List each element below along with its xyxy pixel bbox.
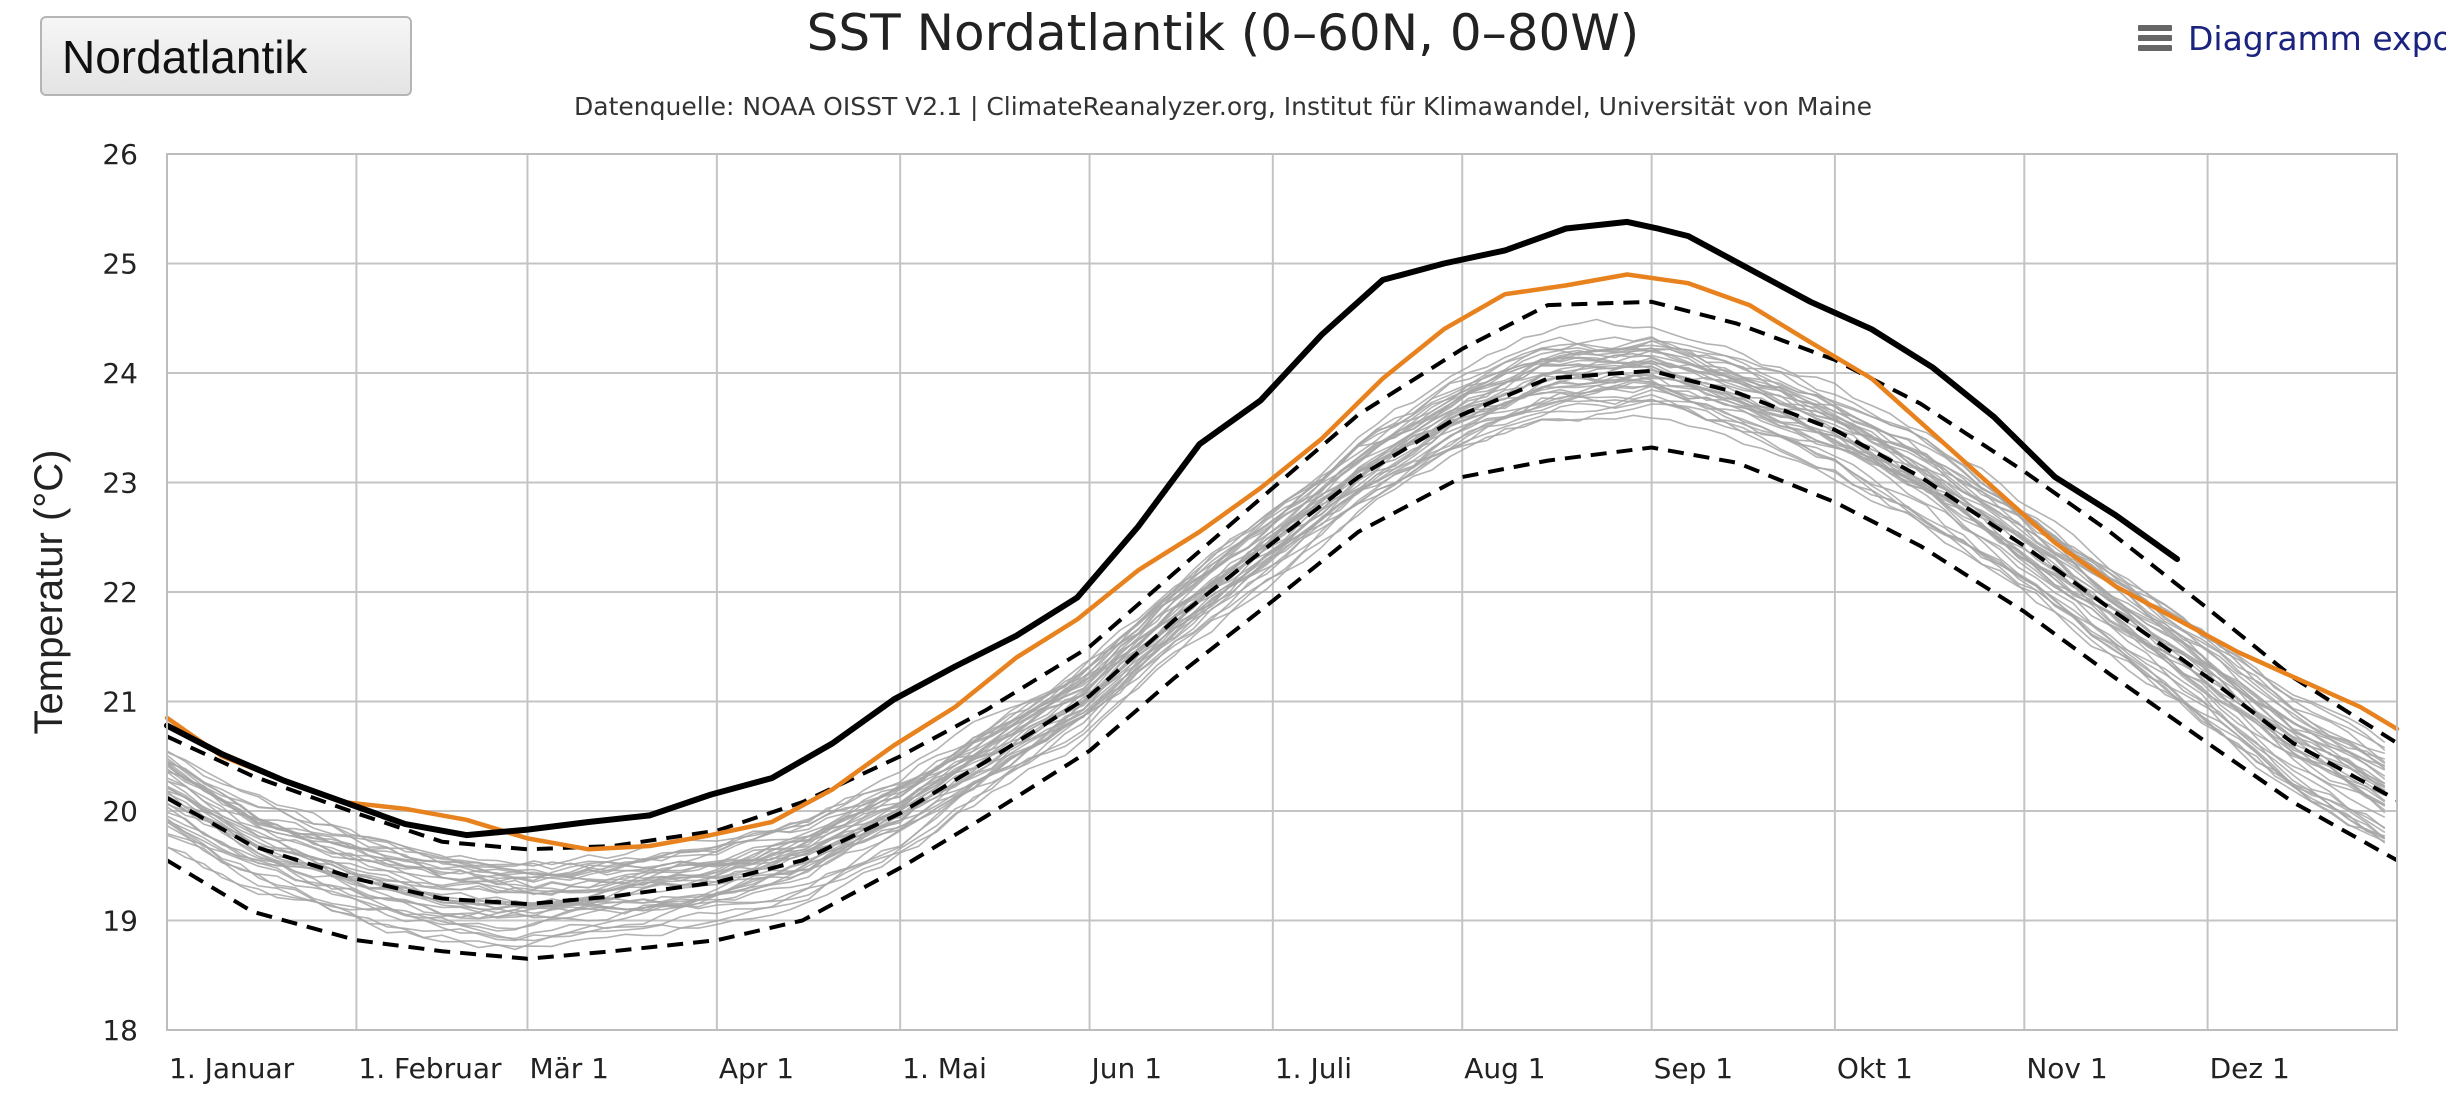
y-tick-label: 25 [102, 248, 138, 281]
background-year-line [166, 344, 2386, 896]
region-select-dropdown[interactable]: Nordatlantik [40, 16, 412, 96]
background-year-line [166, 379, 2386, 919]
background-year-line [166, 349, 2386, 867]
x-tick-label: 1. Juli [1275, 1052, 1352, 1085]
x-axis-ticks: 1. Januar 1. Februar Mär 1 Apr 1 1. Mai Jun 1… [169, 1052, 2290, 1085]
x-tick-label: 1. Februar [358, 1052, 502, 1085]
series-lines [164, 218, 2400, 961]
x-tick-label: Aug 1 [1464, 1052, 1545, 1085]
background-year-line [166, 384, 2386, 940]
x-tick-label: Jun 1 [1090, 1052, 1162, 1085]
y-tick-label: 24 [102, 357, 138, 390]
background-year-line [166, 393, 2386, 911]
y-tick-label: 18 [102, 1014, 138, 1047]
background-year-line [166, 346, 2386, 877]
background-year-line [166, 335, 2386, 879]
background-year-line [166, 389, 2386, 893]
hamburger-menu-icon [2138, 25, 2172, 51]
background-year-line [166, 375, 2386, 894]
background-year-line [166, 395, 2386, 910]
x-tick-label: Dez 1 [2210, 1052, 2290, 1085]
chart-subtitle: Datenquelle: NOAA OISST V2.1 | ClimateRe… [574, 92, 1872, 121]
background-year-line [166, 384, 2386, 949]
x-tick-label: 1. Mai [902, 1052, 987, 1085]
x-tick-label: Apr 1 [719, 1052, 794, 1085]
x-tick-label: Mär 1 [529, 1052, 609, 1085]
background-year-line [166, 383, 2386, 876]
x-tick-label: Nov 1 [2026, 1052, 2107, 1085]
background-year-line [166, 357, 2386, 942]
background-year-line [166, 348, 2386, 910]
background-year-line [166, 363, 2386, 884]
plot-area-frame [166, 153, 2398, 1031]
x-tick-label: Okt 1 [1837, 1052, 1913, 1085]
background-year-line [166, 378, 2386, 920]
current-series-line [164, 218, 2181, 839]
mean-series-line [166, 368, 2398, 907]
export-chart-label: Diagramm exportieren [2188, 18, 2446, 58]
background-year-line [166, 362, 2386, 904]
y-tick-label: 20 [102, 795, 138, 828]
background-year-line [166, 373, 2386, 882]
y-tick-label: 23 [102, 467, 138, 500]
background-year-line [166, 381, 2386, 889]
y-tick-label: 22 [102, 576, 138, 609]
export-chart-button[interactable]: Diagramm exportieren [2138, 16, 2446, 60]
y-axis-label: Temperatur (°C) [27, 450, 71, 735]
background-year-line [166, 352, 2386, 896]
y-tick-label: 21 [102, 686, 138, 719]
lower-2sigma-series-line [165, 445, 2398, 961]
background-year-line [166, 347, 2386, 930]
background-year-line [166, 414, 2386, 951]
background-year-line [166, 354, 2386, 882]
y-tick-label: 19 [102, 905, 138, 938]
background-year-line [166, 364, 2386, 920]
upper-2sigma-series-line [166, 299, 2399, 852]
x-tick-label: Sep 1 [1654, 1052, 1734, 1085]
previous-year-series-line [164, 272, 2400, 852]
chart-title: SST Nordatlantik (0–60N, 0–80W) [806, 4, 1640, 62]
background-year-line [166, 365, 2386, 872]
x-tick-label: 1. Januar [169, 1052, 295, 1085]
y-tick-label: 26 [102, 138, 138, 171]
y-axis-ticks: 18 19 20 21 22 23 24 25 26 [102, 138, 138, 1047]
background-year-line [166, 403, 2386, 942]
